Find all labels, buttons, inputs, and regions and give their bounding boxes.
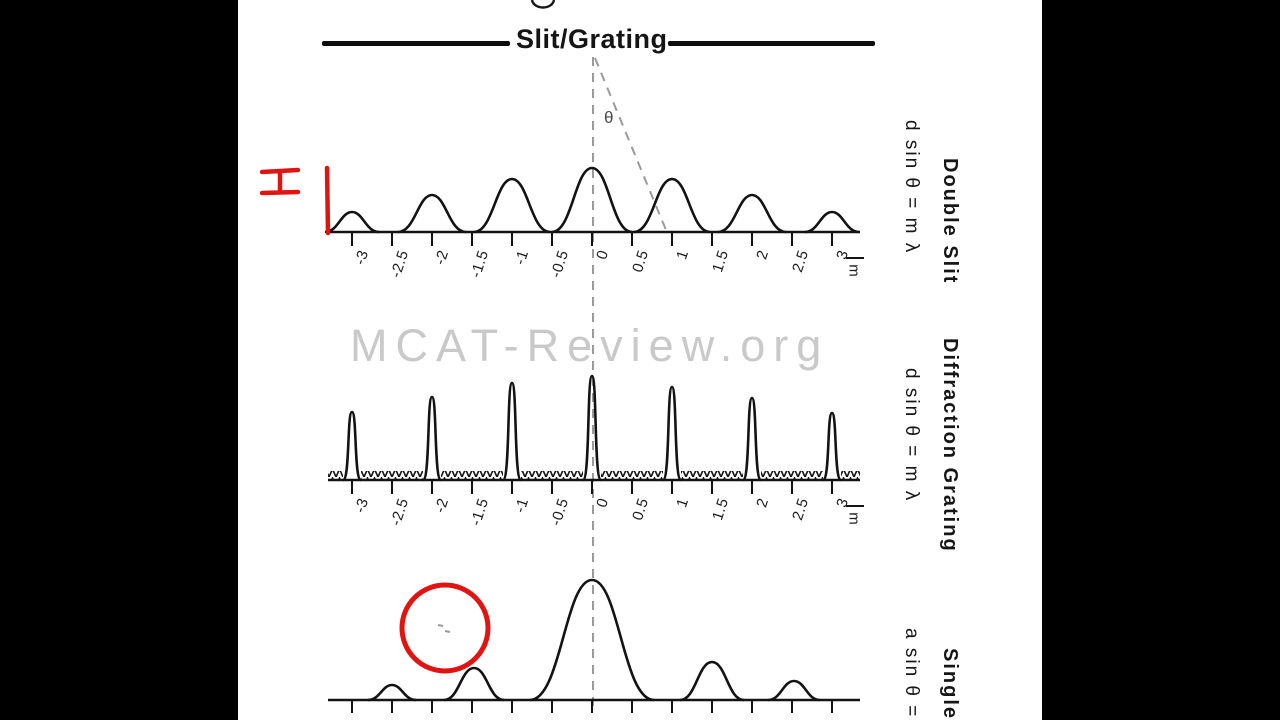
grating-hatch [681,471,743,480]
double-slit-ticks [351,232,833,246]
double-slit-curve [324,166,860,234]
grating-hatch [841,471,860,480]
grating-formula: d sin θ = m λ [901,368,922,503]
red-vertical-line-annotation [324,165,331,236]
single-slit-ticks [351,700,833,713]
diffraction-diagram-svg [259,0,875,713]
grating-hatch [441,471,503,480]
cursor-marks [437,624,451,633]
axis-unit-label-2: m [845,512,863,525]
single-slit-curve [367,578,821,702]
letterbox-right [1042,0,1280,720]
single-slit-name: Single Slit [939,648,961,720]
double-slit-formula: d sin θ = m λ [901,120,922,255]
page-title: Slit/Grating [516,24,668,54]
double-slit-figure [324,166,864,259]
theta-angle-label: θ [604,108,614,127]
grating-hatch [361,471,423,480]
grating-hatch [521,471,583,480]
red-ibeam-annotation [259,167,301,196]
axis-unit-label-1: m [845,264,863,277]
dashed-guides [592,57,667,706]
grating-hatch [601,471,663,480]
grating-hatch [328,471,343,480]
single-slit-formula: a sin θ = m λ [901,628,922,720]
grating-ticks [351,480,833,494]
diffraction-grating-figure [328,374,864,507]
grating-name: Diffraction Grating [939,338,961,553]
red-ink-annotations [259,165,491,674]
single-slit-figure [328,578,860,713]
grating-hatch [761,471,823,480]
diagram-canvas: MCAT-Review.org [238,0,1042,720]
letterbox-left [0,0,238,720]
grating-curve [341,374,843,482]
title-rules [322,41,875,46]
red-circle-annotation [399,582,491,674]
double-slit-name: Double Slit [939,158,961,285]
watermark-text: MCAT-Review.org [350,320,830,371]
top-clipped-glyph [530,0,556,9]
